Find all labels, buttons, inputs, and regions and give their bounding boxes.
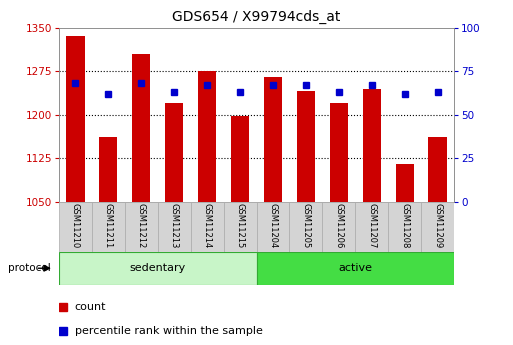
Bar (289, 202, 322, 252)
Bar (355, 202, 388, 252)
Bar (264, 77, 282, 202)
Text: GSM11206: GSM11206 (334, 203, 343, 249)
Text: protocol: protocol (8, 263, 50, 273)
Text: GSM11211: GSM11211 (104, 203, 113, 249)
Bar (224, 202, 256, 252)
Text: GSM11215: GSM11215 (235, 203, 245, 249)
Bar (198, 71, 216, 202)
Text: percentile rank within the sample: percentile rank within the sample (75, 326, 263, 336)
Text: GSM11207: GSM11207 (367, 203, 376, 249)
Bar (231, 116, 249, 202)
Bar (428, 137, 447, 202)
Text: GSM11213: GSM11213 (170, 203, 179, 249)
Bar (396, 164, 413, 202)
Bar (256, 252, 454, 285)
Bar (256, 202, 289, 252)
Text: GSM11208: GSM11208 (400, 203, 409, 249)
Bar (322, 202, 355, 252)
Bar (59, 202, 92, 252)
Bar (297, 91, 315, 202)
Bar (363, 89, 381, 202)
Text: GSM11209: GSM11209 (433, 203, 442, 249)
Text: GDS654 / X99794cds_at: GDS654 / X99794cds_at (172, 10, 341, 24)
Bar (191, 202, 224, 252)
Text: GSM11214: GSM11214 (203, 203, 212, 249)
Bar (330, 103, 348, 202)
Text: GSM11212: GSM11212 (137, 203, 146, 249)
Text: GSM11204: GSM11204 (268, 203, 278, 249)
Text: sedentary: sedentary (130, 263, 186, 273)
Text: GSM11205: GSM11205 (301, 203, 310, 249)
Bar (125, 202, 158, 252)
Bar (100, 137, 117, 202)
Bar (165, 103, 183, 202)
Bar (92, 202, 125, 252)
Text: count: count (75, 302, 106, 312)
Bar (388, 202, 421, 252)
Bar (132, 54, 150, 202)
Bar (66, 36, 85, 202)
Bar (158, 202, 191, 252)
Text: GSM11210: GSM11210 (71, 203, 80, 249)
Bar (421, 202, 454, 252)
Bar (59, 252, 256, 285)
Text: active: active (338, 263, 372, 273)
